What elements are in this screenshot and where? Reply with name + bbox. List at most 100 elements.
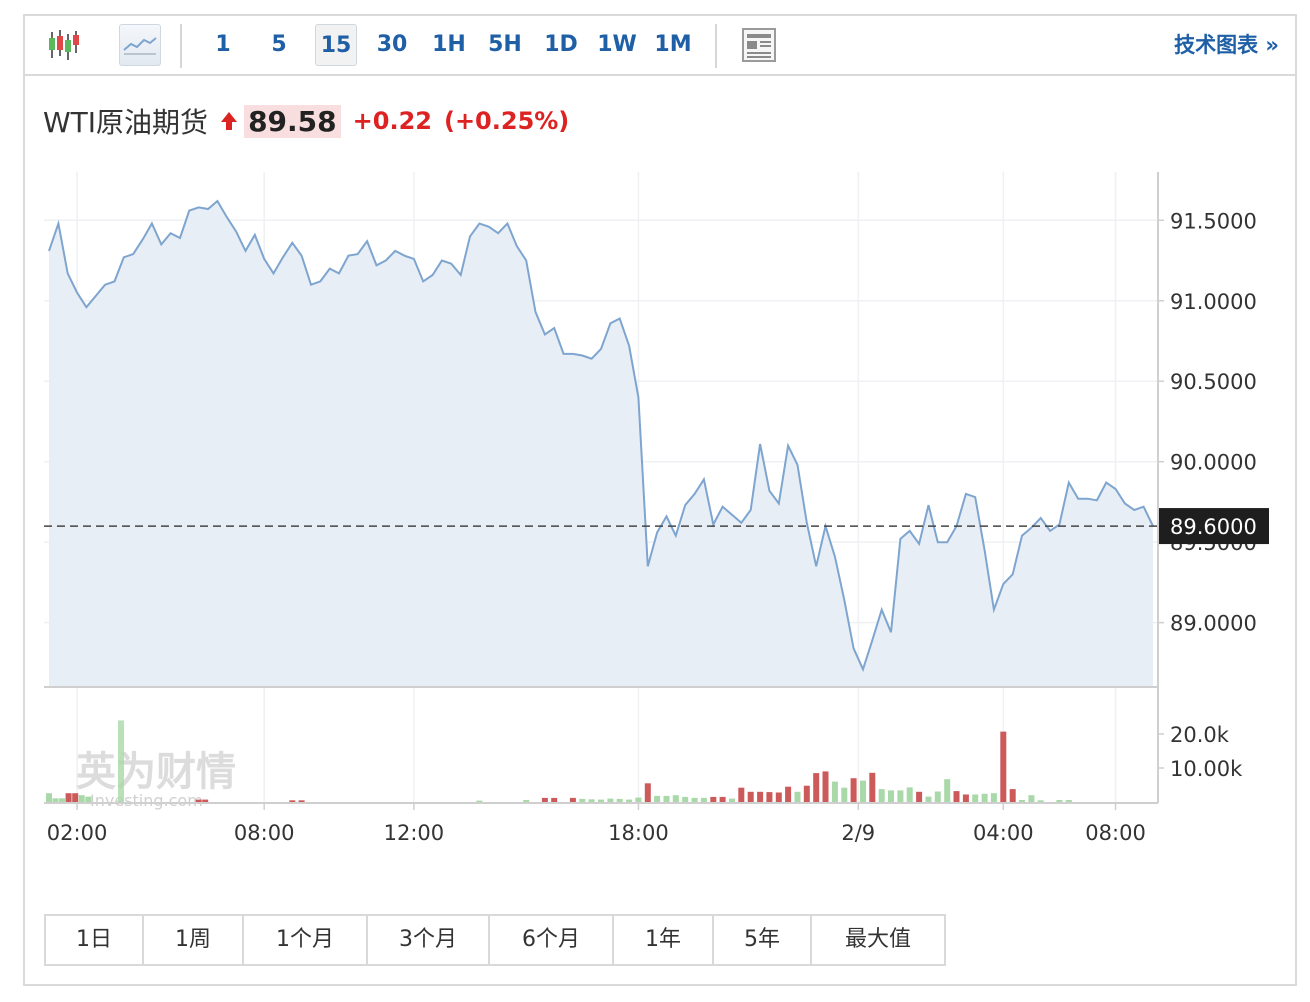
- volume-bar: [59, 798, 66, 802]
- volume-bar: [118, 720, 124, 802]
- volume-bar: [822, 771, 829, 802]
- y-tick-label: 89.0000: [1170, 612, 1257, 636]
- volume-bar: [710, 796, 717, 802]
- range-button[interactable]: 1周: [144, 916, 244, 964]
- range-selector: 1日 1周 1个月 3个月 6个月 1年 5年 最大值: [44, 914, 946, 966]
- up-arrow-icon: [221, 112, 238, 130]
- timeframe-1d[interactable]: 1D: [544, 32, 578, 57]
- volume-bar: [1019, 800, 1025, 802]
- price-change: +0.22: [352, 107, 432, 135]
- volume-bar: [579, 798, 586, 802]
- x-tick-label: 08:00: [234, 821, 295, 845]
- volume-bar: [775, 792, 782, 802]
- price-area: [49, 201, 1153, 687]
- volume-bar: [523, 800, 530, 802]
- timeframe-1[interactable]: 1: [215, 32, 231, 57]
- volume-bar: [729, 798, 735, 802]
- y-tick-label: 91.5000: [1170, 209, 1257, 233]
- timeframe-1w[interactable]: 1W: [597, 32, 637, 57]
- volume-bar: [616, 798, 623, 802]
- volume-bar: [990, 793, 997, 802]
- x-tick-label: 02:00: [47, 821, 108, 845]
- volume-bar: [1056, 800, 1063, 802]
- candlestick-icon[interactable]: [43, 24, 85, 66]
- volume-bar: [607, 798, 614, 802]
- chart-widget: 1 5 15 30 1H 5H 1D 1W 1M 技术图表 » WTI原油期货 89.58 +0…: [23, 14, 1297, 986]
- volume-bar: [719, 796, 726, 802]
- volume-bar: [663, 795, 670, 802]
- last-price: 89.58: [244, 104, 341, 138]
- price-change-percent: (+0.25%): [443, 107, 570, 135]
- watermark-logo: 英为财情: [76, 749, 236, 795]
- y-tick-label: 90.5000: [1170, 370, 1257, 394]
- volume-bar: [52, 798, 59, 802]
- current-price-label: 89.6000: [1170, 515, 1257, 539]
- volume-bar: [551, 797, 558, 802]
- volume-tick-label: 20.0k: [1170, 723, 1230, 747]
- volume-bar: [654, 795, 661, 802]
- range-button[interactable]: 3个月: [368, 916, 490, 964]
- volume-bar: [738, 787, 745, 802]
- volume-bar: [766, 792, 773, 802]
- volume-bar: [785, 786, 792, 802]
- current-price-box: [1159, 508, 1269, 545]
- area-chart-icon[interactable]: [119, 24, 161, 66]
- range-button[interactable]: 6个月: [490, 916, 614, 964]
- range-button[interactable]: 1个月: [244, 916, 368, 964]
- volume-bar: [860, 780, 866, 802]
- range-button[interactable]: 5年: [714, 916, 812, 964]
- x-tick-label: 2/9: [841, 821, 875, 845]
- volume-bar: [298, 800, 305, 802]
- volume-bar: [813, 773, 820, 802]
- volume-bar: [72, 793, 79, 802]
- toolbar-divider: [180, 24, 182, 68]
- volume-bar: [981, 793, 988, 802]
- volume-bar: [195, 799, 202, 802]
- y-tick-label: 91.0000: [1170, 290, 1257, 314]
- volume-bar: [757, 791, 764, 802]
- volume-bar: [953, 791, 960, 802]
- timeframe-1m[interactable]: 1M: [654, 32, 692, 57]
- volume-bar: [794, 791, 801, 802]
- volume-bar: [672, 795, 679, 802]
- timeframe-5[interactable]: 5: [271, 32, 287, 57]
- volume-bar: [85, 796, 92, 802]
- volume-bar: [906, 787, 913, 802]
- volume-bar: [476, 800, 483, 802]
- timeframe-5h[interactable]: 5H: [488, 32, 522, 57]
- volume-bar: [841, 787, 848, 802]
- volume-bar: [962, 794, 969, 802]
- volume-bar: [598, 799, 604, 802]
- volume-bar: [888, 790, 894, 802]
- volume-bar: [850, 778, 857, 802]
- volume-bar: [934, 791, 941, 802]
- volume-bar: [747, 791, 754, 802]
- x-tick-label: 04:00: [973, 821, 1034, 845]
- volume-bar: [289, 800, 296, 802]
- volume-bar: [700, 797, 707, 802]
- volume-bar: [1065, 800, 1072, 802]
- volume-tick-label: 10.00k: [1170, 757, 1243, 781]
- volume-bar: [1000, 731, 1007, 802]
- timeframe-30[interactable]: 30: [376, 32, 408, 57]
- x-tick-label: 18:00: [608, 821, 669, 845]
- x-tick-label: 12:00: [384, 821, 445, 845]
- timeframe-1h[interactable]: 1H: [432, 32, 466, 57]
- volume-bar: [1028, 795, 1035, 802]
- timeframe-15[interactable]: 15: [315, 24, 357, 66]
- volume-bar: [569, 797, 576, 802]
- range-button[interactable]: 1日: [46, 916, 144, 964]
- price-header: WTI原油期货 89.58 +0.22 (+0.25%): [43, 100, 569, 142]
- volume-bar: [803, 785, 810, 802]
- volume-bar: [1009, 789, 1016, 802]
- volume-bar: [944, 779, 951, 802]
- price-line[interactable]: [48, 199, 1154, 673]
- volume-bar: [541, 797, 548, 802]
- volume-bar: [916, 791, 923, 802]
- news-icon[interactable]: [741, 24, 777, 66]
- technical-chart-link[interactable]: 技术图表 »: [1174, 33, 1279, 57]
- volume-bar: [78, 795, 85, 802]
- range-button[interactable]: 最大值: [844, 927, 911, 952]
- range-button[interactable]: 1年: [614, 916, 714, 964]
